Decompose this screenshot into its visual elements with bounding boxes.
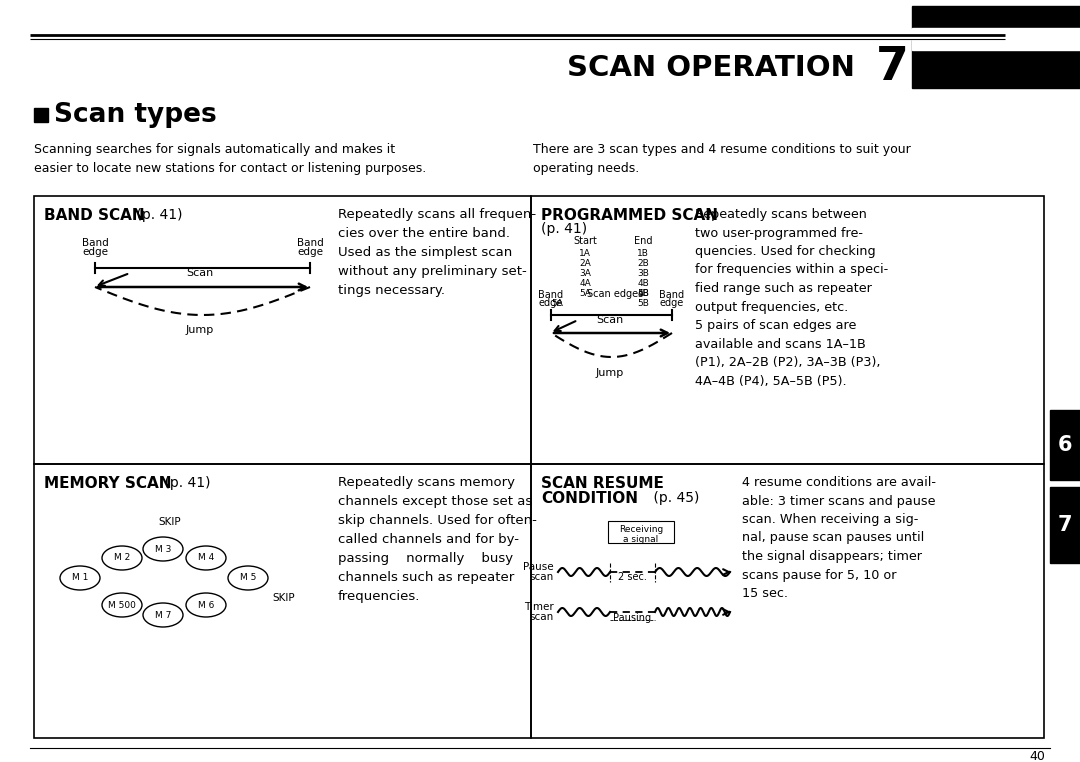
Text: (p. 41): (p. 41) [160, 476, 211, 490]
Text: scan: scan [530, 612, 554, 622]
Text: CONDITION: CONDITION [541, 491, 638, 506]
Text: Repeatedly scans all frequen-
cies over the entire band.
Used as the simplest sc: Repeatedly scans all frequen- cies over … [338, 208, 536, 297]
Text: scan: scan [530, 572, 554, 582]
Text: Band: Band [539, 290, 564, 300]
Text: 5A: 5A [551, 299, 563, 308]
Text: Pause: Pause [524, 562, 554, 572]
Text: Repeatedly scans between
two user-programmed fre-
quencies. Used for checking
fo: Repeatedly scans between two user-progra… [696, 208, 888, 388]
Text: 2B: 2B [637, 258, 649, 267]
Text: Band: Band [82, 238, 108, 248]
Text: a signal: a signal [623, 536, 659, 545]
Text: M 7: M 7 [154, 610, 172, 620]
Bar [912, 40, 1080, 88]
Text: Band: Band [297, 238, 323, 248]
Text: 40: 40 [1029, 750, 1045, 762]
Bar [1050, 487, 1080, 563]
Text: 4B: 4B [637, 278, 649, 287]
Text: M 2: M 2 [113, 553, 130, 562]
Text: M 4: M 4 [198, 553, 214, 562]
Text: 5A: 5A [579, 289, 591, 297]
Text: Scan: Scan [596, 315, 623, 325]
Text: 6: 6 [1057, 435, 1072, 455]
Text: (p. 41): (p. 41) [541, 222, 588, 236]
Bar [912, 6, 1080, 28]
Text: M 6: M 6 [198, 600, 214, 610]
Bar [33, 108, 48, 122]
Text: Jump: Jump [186, 325, 214, 335]
Text: 7: 7 [1057, 515, 1072, 535]
Text: 3B: 3B [637, 268, 649, 277]
Text: M 5: M 5 [240, 574, 256, 582]
Bar [912, 28, 1080, 50]
Text: 4 resume conditions are avail-
able: 3 timer scans and pause
scan. When receivin: 4 resume conditions are avail- able: 3 t… [742, 476, 936, 600]
Text: Timer: Timer [524, 602, 554, 612]
Text: End: End [634, 236, 652, 246]
Bar [33, 196, 531, 464]
Text: 1B: 1B [637, 248, 649, 258]
Text: 5B: 5B [637, 289, 649, 297]
Text: edge: edge [539, 298, 563, 308]
Text: SKIP: SKIP [159, 517, 181, 527]
Bar [1050, 410, 1080, 480]
Text: SKIP: SKIP [272, 593, 295, 603]
Text: (p. 45): (p. 45) [649, 491, 700, 505]
Text: Receiving: Receiving [619, 526, 663, 534]
Text: edge: edge [297, 247, 323, 257]
Text: Pausing: Pausing [613, 613, 651, 623]
Text: 4B: 4B [637, 289, 649, 297]
Bar [33, 464, 531, 738]
Text: Scanning searches for signals automatically and makes it
easier to locate new st: Scanning searches for signals automatica… [33, 143, 427, 175]
Text: 7: 7 [876, 46, 908, 91]
Text: (p. 41): (p. 41) [132, 208, 183, 222]
Bar [531, 196, 1044, 464]
Text: 2 sec.: 2 sec. [618, 572, 647, 582]
Text: M 1: M 1 [71, 574, 89, 582]
Text: 2A: 2A [579, 258, 591, 267]
Text: 4A: 4A [579, 278, 591, 287]
Text: Scan types: Scan types [54, 102, 217, 128]
Text: 3A: 3A [579, 268, 591, 277]
Text: Band: Band [660, 290, 685, 300]
Text: Scan edges: Scan edges [586, 289, 643, 299]
Text: edge: edge [660, 298, 684, 308]
Text: M 3: M 3 [154, 545, 172, 553]
Text: There are 3 scan types and 4 resume conditions to suit your
operating needs.: There are 3 scan types and 4 resume cond… [534, 143, 910, 175]
Text: Start: Start [573, 236, 597, 246]
Text: M 500: M 500 [108, 600, 136, 610]
Text: Scan: Scan [187, 268, 214, 278]
Text: BAND SCAN: BAND SCAN [44, 208, 145, 223]
Text: Jump: Jump [596, 368, 624, 378]
Text: SCAN RESUME: SCAN RESUME [541, 476, 664, 491]
Bar [531, 464, 1044, 738]
Text: SCAN OPERATION: SCAN OPERATION [567, 54, 855, 82]
Text: 5B: 5B [637, 299, 649, 308]
Text: Repeatedly scans memory
channels except those set as
skip channels. Used for oft: Repeatedly scans memory channels except … [338, 476, 537, 603]
Text: PROGRAMMED SCAN: PROGRAMMED SCAN [541, 208, 718, 223]
Text: MEMORY SCAN: MEMORY SCAN [44, 476, 172, 491]
Text: edge: edge [82, 247, 108, 257]
Text: 1A: 1A [579, 248, 591, 258]
